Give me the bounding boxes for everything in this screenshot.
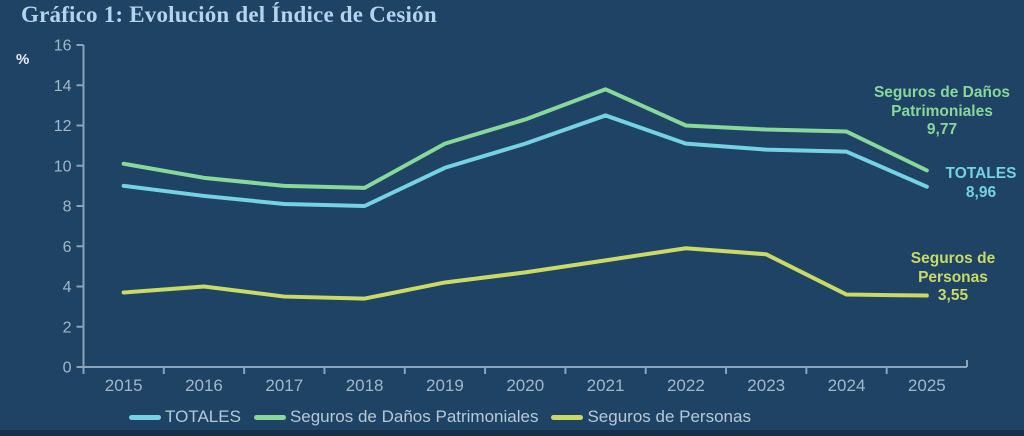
x-year-label: 2016 xyxy=(185,376,223,395)
annotation-danos-line1: Seguros de Daños xyxy=(873,84,1011,101)
series-line-totales xyxy=(121,113,929,208)
y-tick-label: 14 xyxy=(54,78,72,95)
y-tick-label: 8 xyxy=(63,199,72,216)
x-year-label: 2019 xyxy=(426,376,464,395)
x-year-label: 2023 xyxy=(747,376,785,395)
x-year-label: 2020 xyxy=(506,376,544,395)
annotation-danos-line2: Patrimoniales xyxy=(891,102,993,120)
legend-swatch-danos-icon xyxy=(253,414,286,420)
annotation-personas-line1: Seguros de xyxy=(910,250,996,267)
annotation-personas: Seguros de Personas 3,55 xyxy=(878,250,1024,306)
legend-swatch-personas-icon xyxy=(551,414,584,420)
legend-label-personas: Seguros de Personas xyxy=(587,407,751,426)
legend-label-totales: TOTALES xyxy=(165,407,241,426)
series-line-personas xyxy=(121,246,929,301)
series-line-danos xyxy=(121,87,929,190)
chart-legend: TOTALES Seguros de Daños Patrimoniales S… xyxy=(0,407,880,427)
y-tick-label: 10 xyxy=(54,158,72,175)
x-year-label: 2021 xyxy=(587,376,625,395)
x-year-label: 2024 xyxy=(828,376,866,395)
annotation-personas-value: 3,55 xyxy=(937,287,969,304)
annotation-totales: TOTALES 8,96 xyxy=(931,165,1024,202)
x-year-label: 2015 xyxy=(105,376,143,395)
legend-item-totales[interactable]: TOTALES xyxy=(129,407,241,427)
y-axis-unit-label: % xyxy=(16,51,30,68)
legend-item-personas[interactable]: Seguros de Personas xyxy=(551,407,751,427)
x-year-label: 2022 xyxy=(667,376,705,395)
annotation-totales-line1: TOTALES xyxy=(945,165,1017,182)
y-tick-label: 0 xyxy=(63,360,72,377)
y-tick-label: 16 xyxy=(54,38,72,55)
x-year-label: 2018 xyxy=(346,376,384,395)
annotation-personas-line2: Personas xyxy=(918,268,988,286)
y-tick-label: 4 xyxy=(63,279,72,296)
legend-swatch-totales-icon xyxy=(129,414,162,420)
annotation-totales-value: 8,96 xyxy=(965,183,997,201)
x-year-label: 2025 xyxy=(908,376,946,395)
annotation-danos-patrimoniales: Seguros de Daños Patrimoniales 9,77 xyxy=(860,84,1024,140)
annotation-danos-value: 9,77 xyxy=(926,121,958,138)
x-year-label: 2017 xyxy=(265,376,303,395)
chart-title: Gráfico 1: Evolución del Índice de Cesió… xyxy=(21,2,437,27)
y-tick-label: 12 xyxy=(54,118,72,135)
y-tick-label: 6 xyxy=(63,239,72,256)
bottom-bar xyxy=(0,430,1024,436)
legend-label-danos: Seguros de Daños Patrimoniales xyxy=(289,407,539,426)
y-tick-label: 2 xyxy=(63,319,72,336)
legend-item-danos-patrimoniales[interactable]: Seguros de Daños Patrimoniales xyxy=(253,407,539,427)
